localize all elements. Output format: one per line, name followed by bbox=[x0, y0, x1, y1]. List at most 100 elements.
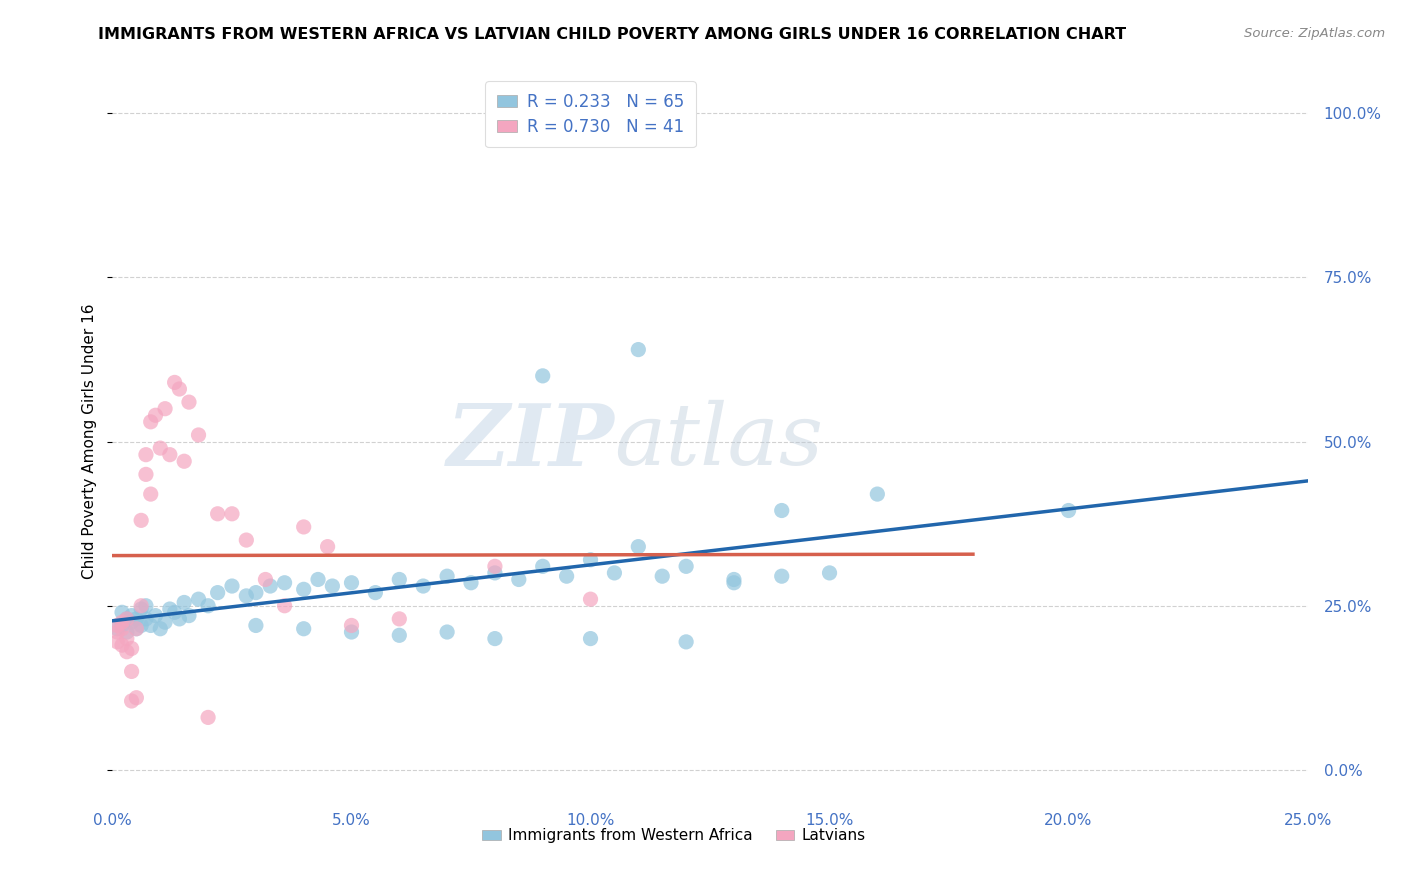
Point bbox=[105, 622, 128, 636]
Point bbox=[436, 569, 458, 583]
Point bbox=[197, 599, 219, 613]
Point bbox=[259, 579, 281, 593]
Point bbox=[436, 625, 458, 640]
Point bbox=[121, 608, 143, 623]
Point bbox=[340, 575, 363, 590]
Point bbox=[105, 635, 128, 649]
Point bbox=[292, 582, 315, 597]
Point bbox=[129, 602, 152, 616]
Point bbox=[111, 622, 134, 636]
Text: IMMIGRANTS FROM WESTERN AFRICA VS LATVIAN CHILD POVERTY AMONG GIRLS UNDER 16 COR: IMMIGRANTS FROM WESTERN AFRICA VS LATVIA… bbox=[98, 27, 1126, 42]
Point bbox=[187, 592, 209, 607]
Point bbox=[125, 612, 148, 626]
Point bbox=[484, 566, 506, 580]
Point bbox=[273, 575, 295, 590]
Point bbox=[111, 618, 134, 632]
Point bbox=[675, 635, 697, 649]
Point bbox=[292, 520, 315, 534]
Point bbox=[866, 487, 889, 501]
Point bbox=[555, 569, 578, 583]
Point bbox=[145, 608, 167, 623]
Point bbox=[169, 612, 191, 626]
Point bbox=[163, 376, 186, 390]
Point bbox=[579, 592, 602, 607]
Point bbox=[121, 694, 143, 708]
Point bbox=[139, 618, 162, 632]
Point bbox=[153, 401, 176, 416]
Point bbox=[135, 612, 157, 626]
Point bbox=[307, 573, 329, 587]
Y-axis label: Child Poverty Among Girls Under 16: Child Poverty Among Girls Under 16 bbox=[82, 304, 97, 579]
Point bbox=[651, 569, 673, 583]
Point bbox=[129, 618, 152, 632]
Point bbox=[579, 553, 602, 567]
Point bbox=[316, 540, 339, 554]
Point bbox=[207, 585, 229, 599]
Point bbox=[412, 579, 434, 593]
Point bbox=[105, 618, 128, 632]
Point bbox=[340, 625, 363, 640]
Point bbox=[139, 487, 162, 501]
Point bbox=[603, 566, 626, 580]
Point bbox=[292, 622, 315, 636]
Point bbox=[579, 632, 602, 646]
Point bbox=[149, 441, 172, 455]
Point bbox=[508, 573, 530, 587]
Text: Source: ZipAtlas.com: Source: ZipAtlas.com bbox=[1244, 27, 1385, 40]
Point bbox=[121, 641, 143, 656]
Point bbox=[235, 589, 257, 603]
Point bbox=[121, 615, 143, 630]
Point bbox=[135, 599, 157, 613]
Point bbox=[111, 638, 134, 652]
Point bbox=[531, 368, 554, 383]
Point bbox=[153, 615, 176, 630]
Point bbox=[129, 599, 152, 613]
Point bbox=[1057, 503, 1080, 517]
Point bbox=[125, 690, 148, 705]
Point bbox=[115, 632, 138, 646]
Point bbox=[169, 382, 191, 396]
Point bbox=[254, 573, 277, 587]
Point bbox=[388, 573, 411, 587]
Point bbox=[163, 605, 186, 619]
Point bbox=[173, 595, 195, 609]
Point bbox=[177, 395, 200, 409]
Point bbox=[149, 622, 172, 636]
Point bbox=[197, 710, 219, 724]
Point bbox=[245, 618, 267, 632]
Point bbox=[111, 605, 134, 619]
Point bbox=[364, 585, 387, 599]
Point bbox=[723, 575, 745, 590]
Legend: Immigrants from Western Africa, Latvians: Immigrants from Western Africa, Latvians bbox=[477, 822, 872, 849]
Point bbox=[115, 612, 138, 626]
Point bbox=[818, 566, 841, 580]
Point bbox=[173, 454, 195, 468]
Point bbox=[207, 507, 229, 521]
Point bbox=[273, 599, 295, 613]
Point bbox=[135, 448, 157, 462]
Point bbox=[125, 622, 148, 636]
Point bbox=[675, 559, 697, 574]
Point bbox=[460, 575, 482, 590]
Point bbox=[245, 585, 267, 599]
Point bbox=[115, 645, 138, 659]
Point bbox=[187, 428, 209, 442]
Point bbox=[531, 559, 554, 574]
Point bbox=[221, 507, 243, 521]
Text: ZIP: ZIP bbox=[447, 400, 614, 483]
Point bbox=[484, 632, 506, 646]
Point bbox=[627, 540, 650, 554]
Point bbox=[159, 602, 181, 616]
Point bbox=[159, 448, 181, 462]
Point bbox=[125, 622, 148, 636]
Point bbox=[321, 579, 343, 593]
Point bbox=[770, 569, 793, 583]
Point bbox=[627, 343, 650, 357]
Point bbox=[723, 573, 745, 587]
Point bbox=[145, 409, 167, 423]
Point bbox=[221, 579, 243, 593]
Point bbox=[115, 625, 138, 640]
Point bbox=[235, 533, 257, 547]
Point bbox=[135, 467, 157, 482]
Text: atlas: atlas bbox=[614, 401, 824, 483]
